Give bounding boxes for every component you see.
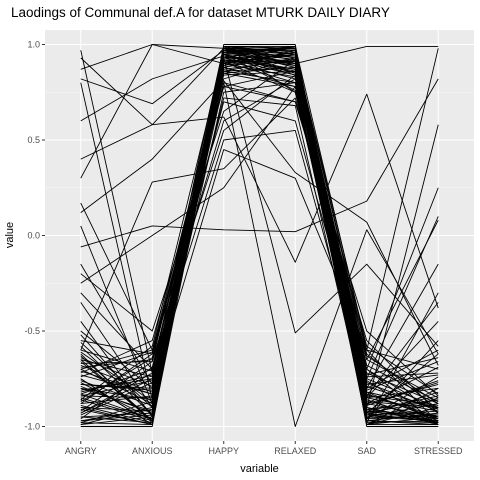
y-tick-label: 0.0 xyxy=(27,231,40,241)
series-line xyxy=(80,82,439,427)
x-axis: ANGRY ANXIOUS HAPPY RELAXED SAD STRESSED xyxy=(65,441,463,456)
series-line xyxy=(80,82,439,414)
series-line xyxy=(80,129,439,408)
x-axis-label: variable xyxy=(240,463,279,475)
series-layer xyxy=(80,44,439,427)
y-tick-label: -0.5 xyxy=(24,326,40,336)
series-line xyxy=(80,86,439,422)
series-line xyxy=(80,45,439,426)
y-axis-label: value xyxy=(4,222,16,248)
series-line xyxy=(80,61,439,405)
x-tick-label: STRESSED xyxy=(414,446,463,456)
series-line xyxy=(80,74,439,370)
x-tick-label: ANXIOUS xyxy=(132,446,173,456)
y-tick-label: -1.0 xyxy=(24,422,40,432)
x-tick-label: RELAXED xyxy=(274,446,317,456)
series-line xyxy=(80,86,439,397)
chart-title: Laodings of Communal def.A for dataset M… xyxy=(11,5,390,20)
y-axis: 1.0 0.5 0.0 -0.5 -1.0 xyxy=(24,40,45,432)
series-line xyxy=(80,66,439,416)
series-line xyxy=(80,45,439,420)
series-line xyxy=(80,149,439,423)
series-line xyxy=(80,53,439,425)
series-line xyxy=(80,53,439,424)
series-line xyxy=(80,101,439,378)
series-line xyxy=(80,44,439,427)
series-line xyxy=(80,45,439,426)
x-tick-label: SAD xyxy=(357,446,376,456)
series-line xyxy=(80,72,439,404)
series-line xyxy=(80,49,439,426)
series-line xyxy=(80,80,439,366)
series-line xyxy=(80,97,439,399)
series-line xyxy=(80,70,439,424)
x-tick-label: HAPPY xyxy=(208,446,239,456)
series-line xyxy=(80,57,439,418)
series-line xyxy=(80,97,439,416)
series-line xyxy=(80,45,439,426)
x-tick-label: ANGRY xyxy=(65,446,97,456)
series-line xyxy=(80,78,439,248)
y-tick-label: 0.5 xyxy=(27,135,40,145)
series-line xyxy=(80,45,439,393)
series-line xyxy=(80,45,439,424)
series-line xyxy=(80,93,439,309)
series-line xyxy=(80,47,439,410)
y-tick-label: 1.0 xyxy=(27,40,40,50)
series-line xyxy=(80,53,439,425)
series-line xyxy=(80,45,439,414)
